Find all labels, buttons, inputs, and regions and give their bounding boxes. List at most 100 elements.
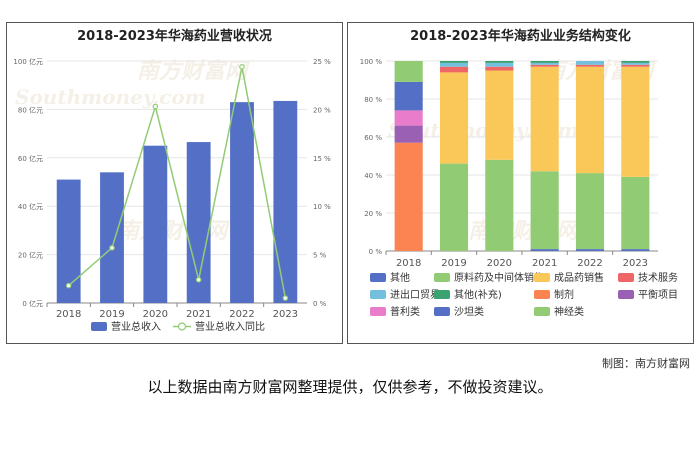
legend-label: 普利类	[390, 305, 420, 318]
legend-label: 沙坦类	[454, 305, 484, 318]
stack-segment	[485, 70, 514, 160]
stack-segment	[439, 163, 469, 251]
x-tick-label: 2018	[396, 258, 421, 269]
stack-segment	[621, 249, 650, 251]
stack-segment	[575, 173, 605, 250]
stack-segment	[621, 66, 650, 177]
legend-swatch	[534, 290, 550, 299]
stack-segment	[485, 66, 514, 71]
stack-segment	[575, 61, 605, 65]
revenue-chart-svg: 0 亿元 20 亿元 40 亿元 60 亿元 80 亿元 100 亿元 0 % 5 % 10 %…	[13, 57, 331, 333]
stack-segment	[530, 61, 559, 63]
legend-label: 其他(补充)	[454, 288, 502, 301]
legend-label: 制剂	[554, 288, 574, 301]
y-tick-label: 60 %	[364, 134, 382, 142]
legend-swatch	[434, 273, 450, 282]
revenue-bar	[186, 142, 211, 303]
growth-point	[109, 245, 115, 251]
stack-segment	[439, 61, 469, 63]
y-tick-label: 100 %	[360, 58, 383, 66]
stack-segment	[530, 249, 559, 251]
revenue-chart-panel: 2018-2023年华海药业营收状况 南方财富网 Southmoney.com …	[6, 22, 343, 344]
stack-segment	[485, 61, 514, 63]
stack-segment	[530, 171, 559, 250]
y-left-tick-label: 60 亿元	[18, 154, 43, 163]
legend-swatch	[434, 307, 450, 316]
legend-label: 平衡项目	[638, 289, 678, 301]
stack-segment	[394, 110, 423, 126]
stack-segment	[575, 64, 605, 67]
legend-swatch	[534, 307, 550, 316]
growth-point	[152, 103, 159, 110]
legend-swatch	[370, 307, 386, 316]
x-tick-label: 2023	[623, 258, 648, 269]
stack-segment	[439, 62, 469, 67]
y-right-tick-label: 0 %	[313, 300, 327, 308]
growth-point	[282, 295, 289, 301]
disclaimer-text: 以上数据由南方财富网整理提供，仅供参考，不做投资建议。	[147, 378, 553, 396]
y-left-tick-label: 20 亿元	[18, 251, 43, 260]
stack-segment	[530, 66, 559, 172]
legend-swatch	[534, 273, 550, 282]
stack-segment	[439, 72, 469, 164]
stack-segment	[621, 64, 650, 67]
x-tick-label: 2022	[229, 309, 254, 320]
legend-label: 营业总收入	[111, 320, 161, 333]
revenue-bar	[143, 145, 168, 303]
revenue-bar	[273, 100, 298, 304]
y-left-tick-label: 100 亿元	[13, 57, 43, 66]
legend-swatch	[370, 290, 386, 299]
x-tick-label: 2022	[577, 258, 602, 269]
y-right-tick-label: 25 %	[313, 58, 331, 66]
x-tick-label: 2021	[186, 309, 211, 320]
y-left-tick-label: 80 亿元	[18, 105, 43, 114]
growth-point	[239, 64, 245, 70]
legend-label: 进出口贸易	[390, 288, 440, 301]
legend-swatch	[434, 290, 450, 299]
legend-label: 原料药及中间体销售	[454, 271, 544, 284]
stack-segment	[394, 61, 423, 82]
revenue-bar	[56, 179, 81, 303]
growth-line	[68, 66, 287, 299]
stack-segment	[621, 61, 650, 63]
y-right-tick-label: 20 %	[313, 106, 331, 114]
y-right-tick-label: 15 %	[313, 155, 331, 163]
y-right-tick-label: 5 %	[313, 252, 327, 260]
legend-label: 营业总收入同比	[195, 320, 265, 333]
stack-segment	[530, 64, 559, 67]
growth-point	[65, 282, 72, 289]
chart-credit: 制图：南方财富网	[602, 357, 690, 370]
y-right-tick-label: 10 %	[313, 203, 331, 211]
legend-swatch	[618, 290, 634, 299]
stack-segment	[394, 125, 423, 143]
y-tick-label: 40 %	[364, 172, 382, 180]
x-tick-label: 2020	[143, 309, 168, 320]
structure-chart-title: 2018-2023年华海药业业务结构变化	[410, 29, 631, 44]
x-tick-label: 2020	[487, 258, 512, 269]
revenue-bar	[230, 102, 254, 303]
stack-segment	[394, 142, 423, 251]
x-tick-label: 2023	[273, 309, 298, 320]
y-tick-label: 20 %	[364, 210, 382, 218]
structure-chart-panel: 2018-2023年华海药业业务结构变化 南方财富网 Southmoney.co…	[347, 22, 694, 344]
legend-swatch	[370, 273, 386, 282]
x-tick-label: 2021	[532, 258, 557, 269]
stack-segment	[621, 176, 650, 250]
growth-point	[195, 276, 202, 283]
revenue-bar	[100, 172, 124, 303]
stack-segment	[530, 62, 559, 65]
legend-label: 其他	[390, 271, 410, 284]
structure-chart-svg: 0 % 20 % 40 % 60 % 80 % 100 % 2018 2019 2020 2021…	[360, 58, 678, 318]
y-left-tick-label: 40 亿元	[18, 202, 43, 211]
legend-label: 神经类	[554, 305, 584, 318]
x-tick-label: 2019	[99, 309, 124, 320]
stack-segment	[621, 62, 650, 65]
x-tick-label: 2018	[56, 309, 81, 320]
y-tick-label: 80 %	[364, 96, 382, 104]
legend-label: 技术服务	[638, 271, 678, 284]
y-tick-label: 0 %	[369, 248, 383, 256]
stack-segment	[485, 62, 514, 67]
legend-swatch-revenue	[91, 322, 107, 331]
x-tick-label: 2019	[441, 258, 466, 269]
revenue-chart-title: 2018-2023年华海药业营收状况	[77, 29, 272, 44]
